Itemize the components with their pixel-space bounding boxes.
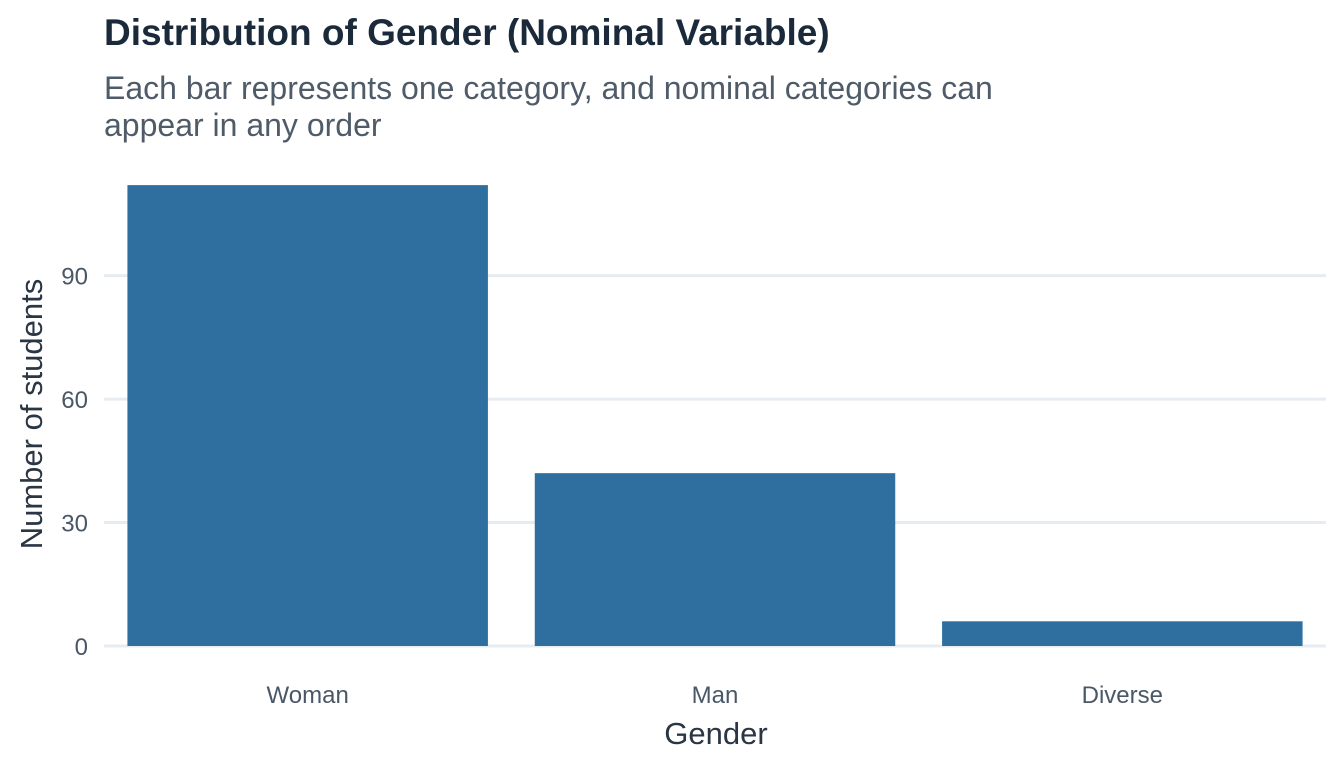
bars xyxy=(127,185,1303,646)
y-tick-label: 90 xyxy=(61,264,88,291)
x-tick-label: Man xyxy=(692,682,739,709)
x-tick-label: Woman xyxy=(267,682,349,709)
y-tick-label: 30 xyxy=(61,511,88,538)
chart-subtitle: Each bar represents one category, and no… xyxy=(104,70,993,143)
y-tick-label: 60 xyxy=(61,387,88,414)
y-tick-label: 0 xyxy=(75,634,88,661)
bar-man xyxy=(534,473,896,646)
chart-title: Distribution of Gender (Nominal Variable… xyxy=(104,12,830,53)
y-axis-title: Number of students xyxy=(14,279,49,550)
x-axis-title: Gender xyxy=(664,716,767,751)
bar-diverse xyxy=(942,621,1303,646)
x-axis-ticks: Woman Man Diverse xyxy=(267,682,1163,709)
x-tick-label: Diverse xyxy=(1082,682,1163,709)
y-axis-ticks: 0 30 60 90 xyxy=(61,264,88,661)
bar-woman xyxy=(127,185,488,646)
